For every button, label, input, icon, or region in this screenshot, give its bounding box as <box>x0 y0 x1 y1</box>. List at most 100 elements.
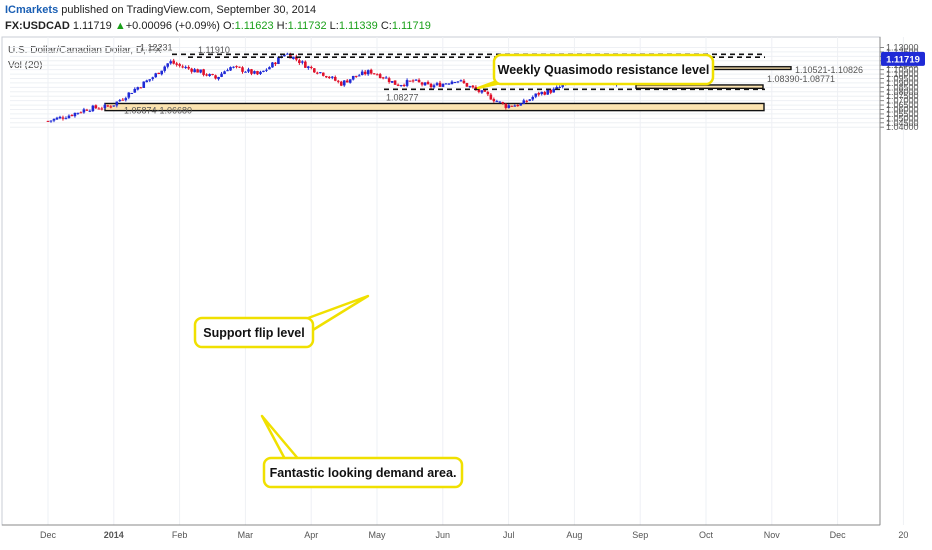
x-tick-label: 2014 <box>104 530 124 540</box>
candle-body <box>313 68 316 73</box>
candle-body <box>283 54 286 57</box>
level-label: 1.08277 <box>386 92 419 102</box>
candle-body <box>193 69 196 73</box>
callout-box <box>193 316 315 349</box>
candle-body <box>157 72 161 74</box>
candle-body <box>354 75 358 77</box>
y-tick-label: 1.09500 <box>886 73 919 83</box>
x-tick-label: Jul <box>503 530 515 540</box>
candle-body <box>127 92 131 98</box>
candle-body <box>277 57 280 64</box>
candle-body <box>241 67 244 72</box>
candle-body <box>166 63 169 67</box>
y-tick-label: 1.06000 <box>886 104 919 114</box>
candle-body <box>55 117 59 120</box>
candle-body <box>154 73 158 78</box>
candle-body <box>139 87 143 89</box>
x-tick-label: Dec <box>40 530 57 540</box>
candle-body <box>211 73 214 76</box>
candle-body <box>321 72 325 76</box>
candle-body <box>61 117 65 119</box>
candle-body <box>504 103 508 108</box>
candle-body <box>360 71 364 76</box>
candle-body <box>375 74 379 76</box>
high-value: 1.11732 <box>287 20 327 32</box>
y-tick-label: 1.10000 <box>886 69 919 79</box>
candle-body <box>121 99 125 101</box>
current-price-badge <box>881 51 925 66</box>
candle-body <box>369 69 373 74</box>
candle-body <box>450 81 454 85</box>
candle-body <box>483 89 487 92</box>
candle-body <box>522 100 526 104</box>
y-axis: 1.130001.125001.120001.115001.110001.105… <box>879 37 925 525</box>
close-label: C: <box>380 20 392 32</box>
candle-body <box>477 89 481 92</box>
candle-body <box>64 118 68 120</box>
x-tick-label: Apr <box>304 530 318 540</box>
candle-body <box>489 94 493 100</box>
candle-body <box>447 83 451 85</box>
y-tick-label: 1.07500 <box>886 91 919 101</box>
candle-body <box>366 70 370 75</box>
candle-body <box>453 82 457 84</box>
candle-body <box>82 109 86 113</box>
candle-body <box>432 85 436 88</box>
candle-body <box>94 105 98 109</box>
candle-body <box>336 80 340 82</box>
y-tick-label: 1.10500 <box>886 65 919 75</box>
y-tick-label: 1.09000 <box>886 78 919 88</box>
open-value: 1.11623 <box>234 20 274 32</box>
callout-text: Fantastic looking demand area. <box>270 466 457 480</box>
close-value: 1.11719 <box>391 20 431 32</box>
x-tick-label: May <box>368 530 386 540</box>
candle-body <box>223 71 226 75</box>
candle-body <box>537 92 541 95</box>
ohlc-line: FX:USDCAD 1.11719 ▲+0.00096 (+0.09%) O:1… <box>5 20 431 32</box>
candle-body <box>513 105 517 107</box>
level-label: 1.11910 <box>198 45 230 55</box>
candle-body <box>136 87 140 90</box>
candle-body <box>214 75 217 79</box>
demand-supply-zone <box>635 84 764 90</box>
last-price: 1.11719 <box>72 20 112 32</box>
candle-body <box>465 82 469 87</box>
candle-body <box>244 71 247 73</box>
candle-body <box>474 87 478 90</box>
candle-body <box>555 87 558 89</box>
candle-body <box>471 85 475 88</box>
candle-body <box>534 93 538 97</box>
candle-body <box>88 110 92 112</box>
low-label: L: <box>329 20 339 32</box>
candle-body <box>408 80 412 82</box>
candle-body <box>319 72 322 74</box>
candle-body <box>85 109 89 111</box>
x-tick-label: Nov <box>764 530 781 540</box>
candle-body <box>462 80 466 83</box>
candle-body <box>495 101 499 103</box>
candle-body <box>561 84 564 87</box>
x-tick-label: Oct <box>699 530 714 540</box>
candle-body <box>247 69 250 72</box>
candle-body <box>525 100 529 102</box>
candle-body <box>351 75 355 80</box>
x-tick-label: Dec <box>830 530 847 540</box>
candle-body <box>286 53 289 55</box>
candle-body <box>103 104 107 109</box>
x-tick-label: Aug <box>566 530 582 540</box>
candle-body <box>298 60 301 63</box>
candle-body <box>148 79 152 81</box>
callout-text: Weekly Quasimodo resistance level <box>498 63 710 77</box>
candle-body <box>274 62 277 65</box>
candle-body <box>519 103 523 106</box>
y-tick-label: 1.04500 <box>886 118 919 128</box>
candle-body <box>118 100 122 102</box>
x-tick-label: Sep <box>632 530 648 540</box>
candle-body <box>411 80 415 82</box>
brand-link[interactable]: ICmarkets <box>5 4 59 16</box>
candle-body <box>549 89 553 93</box>
candle-body <box>304 61 307 68</box>
candle-body <box>217 76 220 80</box>
candle-body <box>387 78 391 83</box>
